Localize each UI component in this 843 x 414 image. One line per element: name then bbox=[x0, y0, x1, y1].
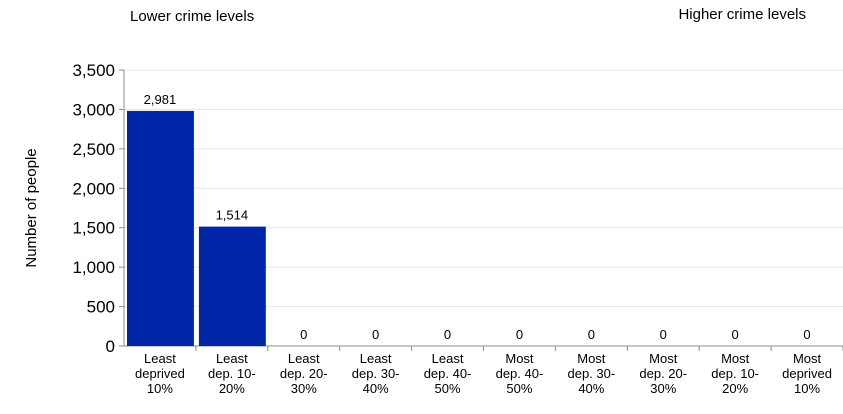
annotation-lower-crime: Lower crime levels bbox=[130, 8, 255, 25]
x-tick-label: Most bbox=[577, 351, 606, 366]
x-tick-label: dep. 40- bbox=[496, 366, 544, 381]
bar bbox=[127, 110, 194, 347]
x-tick-label: Most bbox=[793, 351, 822, 366]
x-tick-label: 20% bbox=[722, 381, 748, 396]
annotation-higher-crime: Higher crime levels bbox=[678, 6, 806, 23]
data-label: 0 bbox=[803, 327, 810, 342]
data-label: 0 bbox=[300, 327, 307, 342]
x-tick-label: 30% bbox=[650, 381, 676, 396]
x-tick-label: dep. 40- bbox=[424, 366, 472, 381]
x-tick-label: Least bbox=[216, 351, 248, 366]
x-tick-label: Most bbox=[721, 351, 750, 366]
x-tick-label: dep. 30- bbox=[352, 366, 400, 381]
x-tick-label: dep. 10- bbox=[711, 366, 759, 381]
y-tick-label: 1,000 bbox=[72, 258, 115, 277]
y-tick-label: 0 bbox=[106, 337, 115, 356]
x-tick-label: 40% bbox=[363, 381, 389, 396]
x-tick-label: Most bbox=[649, 351, 678, 366]
data-label: 0 bbox=[372, 327, 379, 342]
y-tick-label: 500 bbox=[87, 298, 115, 317]
x-tick-label: deprived bbox=[135, 366, 185, 381]
x-tick-label: dep. 20- bbox=[639, 366, 687, 381]
y-tick-label: 3,500 bbox=[72, 61, 115, 80]
y-axis-label: Number of people bbox=[23, 148, 40, 267]
x-tick-label: deprived bbox=[782, 366, 832, 381]
x-tick-label: Least bbox=[432, 351, 464, 366]
bar bbox=[198, 226, 266, 346]
x-tick-label: Most bbox=[505, 351, 534, 366]
data-label: 0 bbox=[732, 327, 739, 342]
data-label: 1,514 bbox=[216, 208, 249, 223]
x-tick-label: Least bbox=[360, 351, 392, 366]
x-tick-label: Least bbox=[288, 351, 320, 366]
x-tick-label: dep. 20- bbox=[280, 366, 328, 381]
data-label: 0 bbox=[516, 327, 523, 342]
y-tick-label: 2,500 bbox=[72, 140, 115, 159]
x-tick-label: 20% bbox=[219, 381, 245, 396]
data-label: 0 bbox=[588, 327, 595, 342]
y-tick-label: 2,000 bbox=[72, 179, 115, 198]
x-tick-label: 50% bbox=[506, 381, 532, 396]
x-tick-label: 40% bbox=[578, 381, 604, 396]
y-tick-label: 3,000 bbox=[72, 100, 115, 119]
x-tick-label: 30% bbox=[291, 381, 317, 396]
data-label: 2,981 bbox=[144, 92, 177, 107]
data-label: 0 bbox=[444, 327, 451, 342]
x-tick-label: dep. 30- bbox=[567, 366, 615, 381]
x-tick-label: dep. 10- bbox=[208, 366, 256, 381]
x-tick-label: Least bbox=[144, 351, 176, 366]
x-tick-label: 50% bbox=[435, 381, 461, 396]
x-tick-label: 10% bbox=[794, 381, 820, 396]
y-tick-label: 1,500 bbox=[72, 219, 115, 238]
data-label: 0 bbox=[660, 327, 667, 342]
x-tick-label: 10% bbox=[147, 381, 173, 396]
